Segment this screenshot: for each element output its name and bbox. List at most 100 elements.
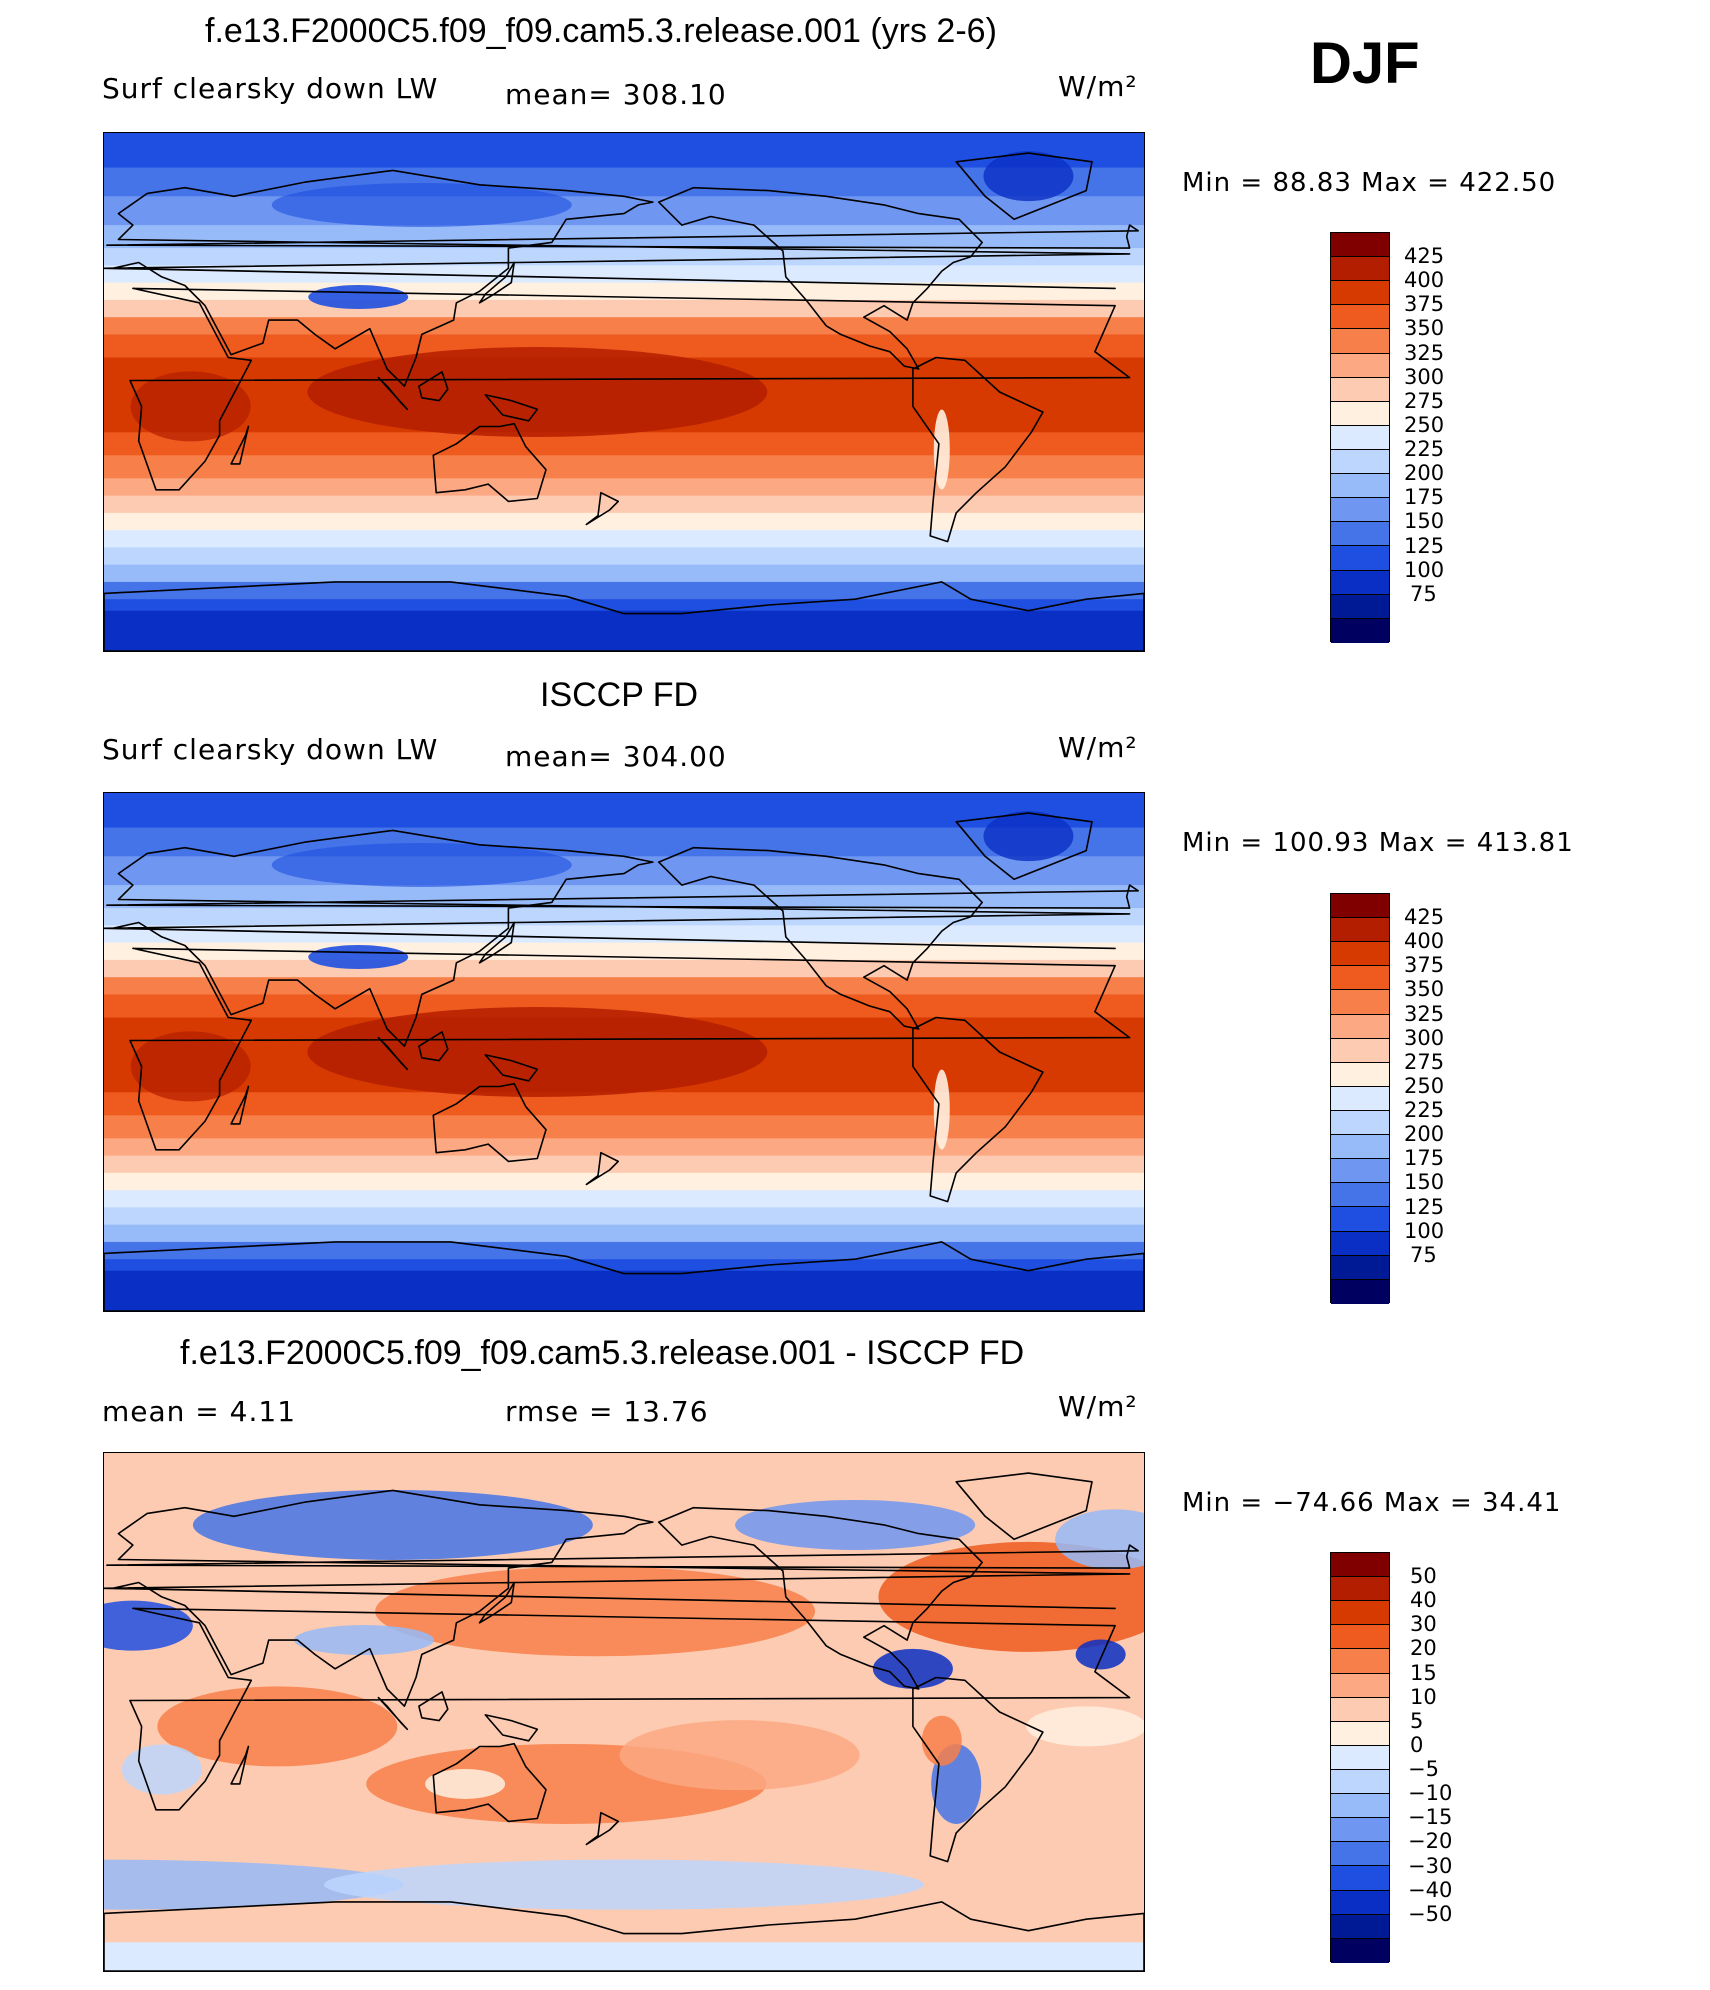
colorbar-segment (1331, 1601, 1389, 1626)
field-band (104, 1241, 1144, 1260)
colorbar-tick-label: 225 (1404, 437, 1445, 462)
coastline (955, 152, 1093, 221)
colorbar-tick-label: −50 (1408, 1901, 1453, 1926)
colorbar-segment (1331, 1697, 1389, 1722)
colorbar-tick-label: 400 (1404, 268, 1445, 293)
field-band (104, 530, 1144, 548)
coastline (377, 1696, 409, 1731)
coastline (657, 1506, 984, 1690)
coastline (585, 1151, 620, 1186)
colorbar-tick-label: 30 (1410, 1612, 1437, 1637)
antarctic-cold (104, 1270, 1144, 1311)
colorbar-segment (1331, 1769, 1389, 1795)
colorbar-tick-label: 20 (1410, 1636, 1437, 1661)
colorbar-segment (1331, 1159, 1389, 1184)
coastline (377, 1036, 409, 1071)
field-band (104, 856, 1144, 886)
colorbar-segment (1331, 570, 1389, 595)
panel1-units: W/m² (1058, 70, 1138, 103)
difference-field (192, 1489, 593, 1560)
colorbar-tick-label: −40 (1408, 1877, 1453, 1902)
coastline (432, 422, 547, 503)
field-band (104, 1207, 1144, 1226)
andes-cold (933, 409, 950, 490)
coastline (955, 812, 1093, 881)
colorbar-tick-label: 15 (1410, 1660, 1437, 1685)
field-band (104, 167, 1144, 197)
colorbar-segment (1331, 329, 1389, 354)
coastline (104, 169, 1131, 387)
coastline (129, 947, 1131, 1151)
field-band (104, 977, 1144, 995)
panel3-units: W/m² (1058, 1390, 1138, 1423)
tibet-cold (308, 945, 409, 970)
coastline (955, 1472, 1093, 1541)
field-band (104, 564, 1144, 583)
panel3-colorbar (1330, 1552, 1390, 1963)
coastline (129, 287, 1131, 491)
colorbar-segment (1331, 1255, 1389, 1280)
colorbar-segment (1331, 233, 1389, 258)
coastline (484, 1054, 539, 1082)
field-band (104, 455, 1144, 479)
coastline (657, 186, 984, 370)
field-band (104, 495, 1144, 514)
colorbar-segment (1331, 894, 1389, 919)
colorbar-segment (1331, 1279, 1389, 1304)
colorbar-segment (1331, 1842, 1389, 1867)
colorbar-segment (1331, 1062, 1389, 1087)
season-label: DJF (1310, 31, 1420, 96)
colorbar-segment (1331, 918, 1389, 943)
field-band (104, 959, 1144, 978)
colorbar-segment (1331, 353, 1389, 378)
colorbar-tick-label: 350 (1404, 977, 1445, 1002)
colorbar-segment (1331, 425, 1389, 450)
colorbar-tick-label: 375 (1404, 953, 1445, 978)
field-band (104, 334, 1144, 358)
difference-field (104, 1600, 193, 1651)
difference-field (921, 1715, 962, 1766)
difference-field (121, 1744, 202, 1795)
field-band (104, 1155, 1144, 1174)
colorbar-segment (1331, 522, 1389, 547)
colorbar-tick-label: −30 (1408, 1853, 1453, 1878)
coastline (104, 1489, 1131, 1707)
field-band (104, 133, 1144, 169)
colorbar-segment (1331, 1135, 1389, 1160)
colorbar-tick-label: −10 (1408, 1781, 1453, 1806)
panel3-map (103, 1452, 1145, 1972)
colorbar-tick-label: 425 (1404, 244, 1445, 269)
colorbar-segment (1331, 618, 1389, 643)
field-band (104, 248, 1144, 266)
field-band (104, 547, 1144, 566)
field-band (104, 793, 1144, 829)
colorbar-segment (1331, 281, 1389, 306)
coastline (484, 1714, 539, 1742)
tibet-cold (308, 285, 409, 310)
colorbar-segment (1331, 1625, 1389, 1650)
colorbar-segment (1331, 498, 1389, 523)
coastline (912, 356, 1044, 543)
difference-field (324, 1859, 924, 1910)
colorbar-segment (1331, 1207, 1389, 1232)
warm-area (130, 1031, 251, 1102)
coastline (104, 1901, 1144, 1971)
colorbar-segment (1331, 1818, 1389, 1843)
coastline (484, 394, 539, 422)
colorbar-tick-label: 400 (1404, 929, 1445, 954)
difference-field (104, 1859, 404, 1910)
colorbar-tick-label: −15 (1408, 1805, 1453, 1830)
coastline (418, 1691, 449, 1722)
colorbar-segment (1331, 1866, 1389, 1891)
field-band (104, 299, 1144, 318)
difference-field (157, 1686, 398, 1767)
colorbar-tick-label: 5 (1410, 1708, 1424, 1733)
panel3-title: f.e13.F2000C5.f09_f09.cam5.3.release.001… (180, 1334, 1025, 1372)
colorbar-tick-label: 175 (1404, 485, 1445, 510)
coastline (418, 1031, 449, 1062)
greenland-cold (983, 151, 1074, 202)
field-band (104, 1224, 1144, 1243)
field-band (104, 1092, 1144, 1116)
coastline (106, 1544, 1139, 1569)
coastline (418, 371, 449, 402)
